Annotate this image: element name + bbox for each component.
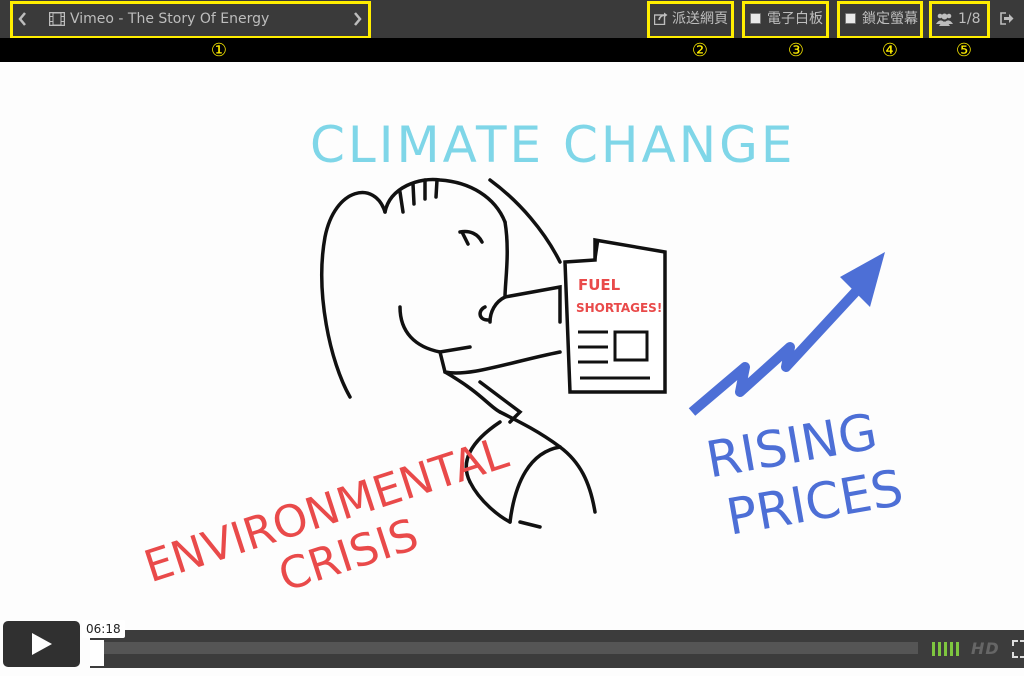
highlight-box-1: [10, 1, 371, 39]
whiteboard-drawing: CLIMATE CHANGE FUEL: [138, 116, 908, 602]
film-icon: [49, 12, 65, 26]
play-icon: [32, 633, 52, 655]
volume-bar: [950, 642, 953, 656]
person-drawing: [320, 177, 597, 529]
whiteboard-checkbox[interactable]: [750, 13, 761, 24]
annotation-4: ④: [881, 40, 899, 61]
fullscreen-icon[interactable]: [1012, 640, 1024, 658]
timestamp-tooltip: 06:18: [82, 620, 125, 638]
progress-cursor[interactable]: [90, 640, 104, 666]
progress-track[interactable]: [104, 642, 918, 654]
video-player[interactable]: CLIMATE CHANGE FUEL: [0, 62, 1024, 676]
environmental-crisis-text-group: ENVIRONMENTAL CRISIS: [138, 427, 514, 602]
hd-button[interactable]: HD: [971, 639, 1000, 658]
newspaper-drawing: FUEL SHORTAGES!: [563, 237, 667, 394]
highlight-box-5: [929, 1, 990, 39]
attendees-count: 1/8: [958, 11, 981, 27]
whiteboard-toggle[interactable]: 電子白板: [747, 4, 825, 34]
attendees-button[interactable]: 1/8: [934, 4, 986, 34]
highlight-box-2: [647, 1, 734, 39]
annotation-3: ③: [787, 40, 805, 61]
fuel-text: FUEL: [578, 276, 621, 294]
annotation-1: ①: [210, 40, 228, 61]
chevron-right-icon[interactable]: [350, 10, 364, 28]
exit-icon[interactable]: [1000, 12, 1014, 25]
lock-screen-checkbox[interactable]: [845, 13, 856, 24]
shortages-text: SHORTAGES!: [576, 301, 662, 315]
share-page-button[interactable]: 派送網頁: [652, 4, 730, 34]
volume-bar: [956, 642, 959, 656]
rising-arrow-drawing: [688, 252, 885, 416]
annotation-5: ⑤: [955, 40, 973, 61]
share-page-label: 派送網頁: [672, 11, 728, 27]
volume-control[interactable]: [930, 640, 962, 658]
play-button[interactable]: [3, 621, 80, 667]
annotation-2: ②: [691, 40, 709, 61]
volume-bar: [932, 642, 935, 656]
top-toolbar: Vimeo - The Story Of Energy 派送網頁 電子白板 鎖定…: [0, 0, 1024, 39]
lock-screen-toggle[interactable]: 鎖定螢幕: [842, 4, 919, 34]
highlight-box-4: [837, 1, 923, 39]
users-icon: [936, 13, 953, 26]
chevron-left-icon[interactable]: [16, 10, 30, 28]
highlight-box-3: [742, 1, 829, 39]
climate-change-text: CLIMATE CHANGE: [310, 116, 795, 174]
volume-bar: [944, 642, 947, 656]
page-title: Vimeo - The Story Of Energy: [70, 11, 270, 27]
lock-screen-label: 鎖定螢幕: [862, 11, 918, 27]
whiteboard-label: 電子白板: [767, 11, 823, 27]
share-icon: [654, 12, 668, 25]
rising-prices-text-group: RISING PRICES: [702, 402, 908, 546]
annotation-strip: [0, 38, 1024, 62]
volume-bar: [938, 642, 941, 656]
